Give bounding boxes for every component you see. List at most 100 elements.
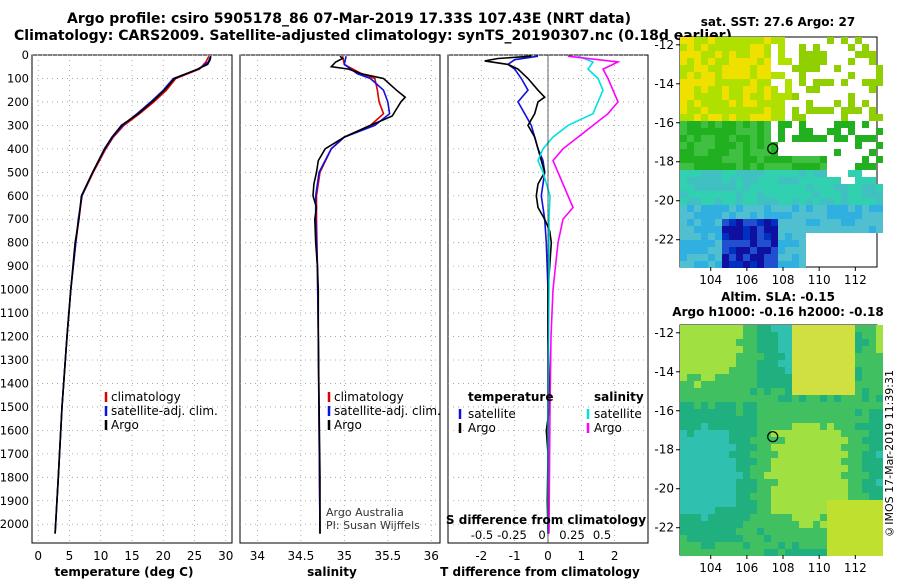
sla_map-cell bbox=[876, 353, 883, 360]
sst_map-cell bbox=[778, 128, 785, 135]
sla_map-cell bbox=[799, 325, 806, 332]
sst_map-cell bbox=[841, 198, 848, 205]
depth-tick-label: 400 bbox=[7, 142, 29, 156]
sla_map-cell bbox=[827, 465, 834, 472]
sla_map-cell bbox=[799, 493, 806, 500]
sla_map-cell bbox=[708, 486, 715, 493]
sla_map-cell bbox=[694, 514, 701, 521]
chart-title-line2: Climatology: CARS2009. Satellite-adjuste… bbox=[14, 28, 732, 44]
sla_map-cell bbox=[694, 507, 701, 514]
sst_map-cell bbox=[792, 254, 799, 261]
sla_map-cell bbox=[729, 451, 736, 458]
sst_map-cell bbox=[820, 156, 827, 163]
sst_map-cell bbox=[785, 205, 792, 212]
sla_map-cell bbox=[869, 402, 876, 409]
sst_map-cell bbox=[736, 254, 743, 261]
sla_map-cell bbox=[876, 437, 883, 444]
sla_map-cell bbox=[750, 458, 757, 465]
sla_map-cell bbox=[722, 367, 729, 374]
sla_map-cell bbox=[869, 332, 876, 339]
sst_map-cell bbox=[750, 254, 757, 261]
sla_map-cell bbox=[750, 353, 757, 360]
sla_map-cell bbox=[806, 493, 813, 500]
sla_map-cell bbox=[750, 346, 757, 353]
sla_map-cell bbox=[862, 346, 869, 353]
sst_map-cell bbox=[687, 233, 694, 240]
sla_map-cell bbox=[729, 542, 736, 549]
sst_map-cell bbox=[757, 142, 764, 149]
sla_map-cell bbox=[750, 472, 757, 479]
sst_map-cell bbox=[750, 72, 757, 79]
sst_map-cell bbox=[736, 100, 743, 107]
sst_map-cell bbox=[820, 51, 827, 58]
sla_map-cell bbox=[708, 479, 715, 486]
sla_map-cell bbox=[841, 381, 848, 388]
sla_map-cell bbox=[799, 521, 806, 528]
sla_map-cell bbox=[855, 465, 862, 472]
sla_map-cell bbox=[680, 507, 687, 514]
sst_map-cell bbox=[855, 107, 862, 114]
sst_map-cell bbox=[757, 44, 764, 51]
sst_map-cell bbox=[799, 205, 806, 212]
sst_map-cell bbox=[757, 163, 764, 170]
sla_map-cell bbox=[764, 472, 771, 479]
sst_map-cell bbox=[729, 79, 736, 86]
sla_map-cell bbox=[778, 500, 785, 507]
sla_map-cell bbox=[778, 549, 785, 556]
sla_map-cell bbox=[862, 542, 869, 549]
sst_map-cell bbox=[764, 149, 771, 156]
sst_map-cell bbox=[757, 149, 764, 156]
sla_map-cell bbox=[771, 465, 778, 472]
sla_map-cell bbox=[848, 500, 855, 507]
sst_map-cell bbox=[862, 156, 869, 163]
sst_map-cell bbox=[743, 219, 750, 226]
sla_map-cell bbox=[764, 346, 771, 353]
sst_map-cell bbox=[757, 247, 764, 254]
sst_map-cell bbox=[701, 128, 708, 135]
sst_map-cell bbox=[799, 163, 806, 170]
sst_map-cell bbox=[820, 177, 827, 184]
sst_map-cell bbox=[806, 86, 813, 93]
sla_map-cell bbox=[841, 465, 848, 472]
sla_map-cell bbox=[806, 444, 813, 451]
sst_map-cell bbox=[750, 247, 757, 254]
sla_map-cell bbox=[827, 486, 834, 493]
sst_map-cell bbox=[694, 86, 701, 93]
sst_map-cell bbox=[771, 72, 778, 79]
sla_map-cell bbox=[757, 472, 764, 479]
sla_map-cell bbox=[876, 458, 883, 465]
sst_map-cell bbox=[715, 44, 722, 51]
sla_map-cell bbox=[687, 542, 694, 549]
difference-xtick-label: -1 bbox=[509, 549, 521, 563]
sla_map-cell bbox=[771, 451, 778, 458]
sla_map-cell bbox=[834, 444, 841, 451]
sst_map-cell bbox=[750, 128, 757, 135]
sst_map-cell bbox=[778, 191, 785, 198]
sla_map-cell bbox=[701, 465, 708, 472]
sla_map-cell bbox=[736, 416, 743, 423]
sst_map-cell bbox=[799, 254, 806, 261]
sla_map-cell bbox=[813, 535, 820, 542]
sla_map-cell bbox=[771, 430, 778, 437]
sla_map-cell bbox=[736, 430, 743, 437]
sla_map-cell bbox=[785, 486, 792, 493]
sla_map-cell bbox=[687, 381, 694, 388]
sst_map-cell bbox=[715, 142, 722, 149]
sla_map-cell bbox=[694, 479, 701, 486]
sla_map-cell bbox=[806, 472, 813, 479]
sst_map-cell bbox=[855, 219, 862, 226]
sla_map-cell bbox=[715, 332, 722, 339]
sla_map-cell bbox=[862, 339, 869, 346]
sla_map-cell bbox=[862, 381, 869, 388]
sla_map-cell bbox=[701, 521, 708, 528]
sst_map-cell bbox=[813, 135, 820, 142]
sst_map-cell bbox=[869, 226, 876, 233]
sla_map-cell bbox=[736, 507, 743, 514]
sla_map-cell bbox=[799, 549, 806, 556]
sla_map-cell bbox=[736, 542, 743, 549]
sla_map-cell bbox=[750, 535, 757, 542]
sst_map-cell bbox=[722, 247, 729, 254]
sst_map-cell bbox=[736, 198, 743, 205]
sla_map-cell bbox=[813, 458, 820, 465]
